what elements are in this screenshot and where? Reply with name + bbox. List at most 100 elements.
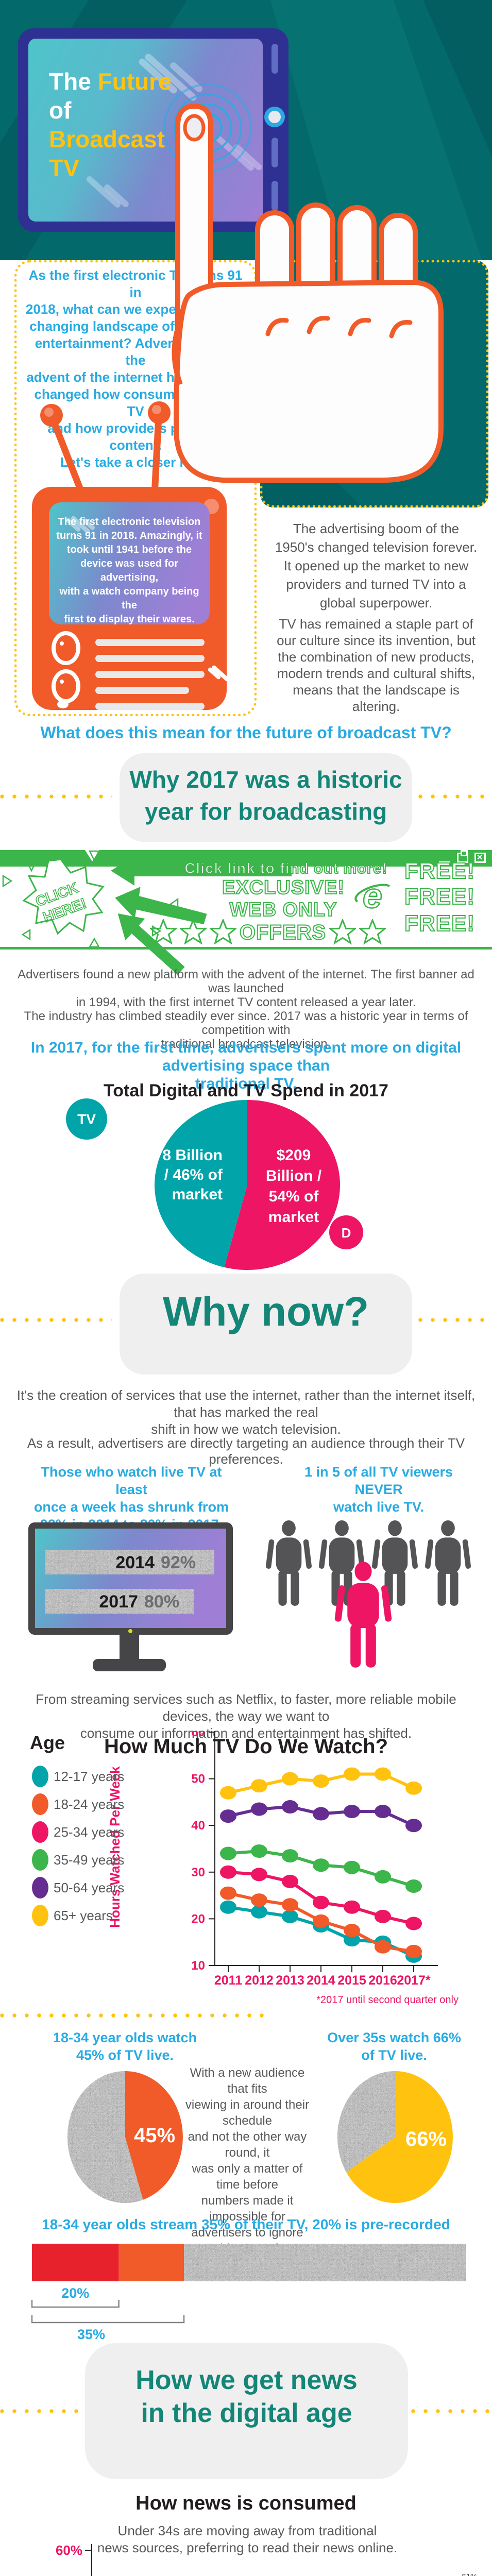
why-2017-box: [120, 753, 412, 842]
viewers-illustration: [265, 1520, 471, 1668]
banner-bottom-line: [0, 947, 492, 950]
live66-heading: Over 35s watch 66% of TV live.: [327, 2030, 461, 2063]
live45-slice: [125, 2071, 183, 2200]
dotted-separator: [418, 794, 492, 799]
svg-text:e: e: [363, 876, 382, 916]
tv-staple-paragraph: TV has remained a staple part of our cul…: [277, 616, 476, 714]
stream-bar-heading: 18-34 year olds stream 35% of their TV, …: [42, 2216, 450, 2232]
tablet-bezel-slot: [272, 181, 278, 211]
tablet-screen: The Future of Broadcast TV: [28, 39, 263, 222]
legend-swatch-12-17 years: [32, 1766, 48, 1787]
svg-text:51%: 51%: [462, 2572, 477, 2576]
retro-tv-illustration: [32, 401, 229, 710]
svg-text:10: 10: [191, 1959, 205, 1973]
tv-badge: [66, 1098, 107, 1140]
ad-banner-window: ✕ CLICK HERE!: [0, 850, 492, 975]
live-tv-right-heading: 1 in 5 of all TV viewers NEVER watch liv…: [304, 1464, 453, 1515]
bar-2017-pct: 80%: [144, 1592, 179, 1612]
svg-text:*2017 until second quarter onl: *2017 until second quarter only: [316, 1994, 459, 2006]
svg-text:45%: 45%: [134, 2124, 175, 2147]
dotted-separator: [411, 2409, 492, 2414]
touch-hand-illustration: [172, 104, 444, 483]
bar-2014-year: 2014: [115, 1553, 155, 1572]
svg-text:Billion /: Billion /: [266, 1167, 322, 1184]
free-text-1: FREE!: [404, 858, 475, 884]
monitor-illustration: 2014 92% 2017 80%: [28, 1522, 233, 1671]
bar-prerecorded: [32, 2244, 119, 2281]
advertising-boom-paragraph: The advertising boom of the 1950's chang…: [275, 521, 478, 611]
star-icon: [179, 919, 207, 945]
close-icon: ✕: [474, 853, 486, 863]
minimize-icon: [439, 853, 451, 863]
star-icon: [209, 919, 236, 945]
tablet-illustration: The Future of Broadcast TV: [18, 28, 289, 232]
spend-pie-chart: $178 Billion / 46% of market $209 Billion / 5…: [66, 1098, 363, 1270]
svg-text:2013: 2013: [276, 1973, 304, 1988]
svg-text:60%: 60%: [56, 2543, 82, 2558]
svg-text:2016: 2016: [368, 1973, 397, 1988]
first-time-statement: In 2017, for the first time, advertisers…: [30, 1039, 462, 1092]
legend-swatch-65+ years: [32, 1905, 48, 1926]
title-of: of: [49, 97, 72, 124]
svg-text:Age: Age: [30, 1732, 65, 1753]
svg-text:35%: 35%: [77, 2327, 105, 2342]
future-question-heading: What does this mean for the future of br…: [40, 723, 452, 742]
offers-text: OFFERS: [239, 921, 327, 944]
svg-text:20: 20: [191, 1912, 205, 1926]
dotted-separator: [418, 1318, 492, 1323]
news-age-heading: How we get news in the digital age: [135, 2365, 358, 2428]
tv-screen-text: The first electronic television turns 91…: [56, 516, 202, 625]
restore-icon: [456, 850, 468, 863]
title-the: The: [49, 68, 91, 95]
svg-text:30: 30: [191, 1866, 205, 1879]
title-broadcast: Broadcast: [49, 126, 165, 152]
dotted-separator: [0, 794, 112, 799]
svg-text:$178 Billion: $178 Billion: [137, 1147, 223, 1164]
tv-slice: [155, 1100, 247, 1267]
svg-text:54% of: 54% of: [269, 1188, 319, 1205]
legend-swatch-50-64 years: [32, 1877, 48, 1899]
watch-chart-title: How Much TV Do We Watch?: [104, 1735, 388, 1758]
tablet-bezel-slot: [272, 44, 278, 74]
svg-text:50: 50: [191, 1772, 205, 1786]
star-icon: [329, 919, 357, 945]
star-icon: [149, 919, 177, 945]
svg-text:/ 46% of: / 46% of: [164, 1166, 223, 1183]
free-text-3: FREE!: [404, 910, 475, 937]
offers-row: OFFERS: [139, 917, 397, 948]
tablet-bezel-slot: [272, 138, 278, 167]
spend-chart-title: Total Digital and TV Spend in 2017: [104, 1081, 388, 1100]
legend-swatch-18-24 years: [32, 1793, 48, 1815]
hours-watched-line-chart: 10 20 30 40 50 60 2011 2012 2013 2014 2015 2016 2017…: [30, 1731, 459, 2006]
svg-text:TV: TV: [77, 1111, 96, 1127]
svg-text:12-17 years: 12-17 years: [54, 1769, 124, 1784]
svg-text:60: 60: [191, 1731, 205, 1739]
svg-text:65+ years: 65+ years: [54, 1908, 113, 1923]
svg-text:40: 40: [191, 1819, 205, 1833]
bar-2017-year: 2017: [99, 1592, 138, 1612]
services-paragraph: It's the creation of services that use t…: [16, 1387, 476, 1437]
internet-explorer-icon: e: [354, 876, 390, 916]
svg-text:2012: 2012: [245, 1973, 274, 1988]
click-link-text: Click link to find out more!: [184, 860, 387, 877]
web-only-text: WEB ONLY: [229, 899, 337, 921]
stream-stacked-bar: 20% 35%: [31, 2244, 466, 2342]
never-watch-person: [334, 1562, 392, 1668]
svg-text:Hours Watched Per Week: Hours Watched Per Week: [107, 1766, 123, 1928]
dotted-separator: [0, 2013, 268, 2018]
svg-text:D: D: [342, 1225, 351, 1241]
click-here-starburst: CLICK HERE!: [22, 858, 105, 935]
svg-text:50-64 years: 50-64 years: [54, 1880, 124, 1895]
free-text-2: FREE!: [404, 884, 475, 910]
legend-swatch-35-49 years: [32, 1849, 48, 1871]
exclusive-text: EXCLUSIVE!: [222, 876, 345, 899]
svg-text:18-24 years: 18-24 years: [54, 1797, 124, 1812]
banner-arrows: [2, 850, 292, 975]
page-title: The Future of Broadcast TV: [49, 67, 172, 182]
dotted-separator: [0, 2409, 80, 2414]
streaming-paragraph: From streaming services such as Netflix,…: [36, 1691, 456, 1741]
legend-swatch-25-34 years: [32, 1821, 48, 1843]
svg-text:2014: 2014: [307, 1973, 335, 1988]
svg-text:2017*: 2017*: [397, 1973, 431, 1988]
svg-text:2015: 2015: [337, 1973, 366, 1988]
